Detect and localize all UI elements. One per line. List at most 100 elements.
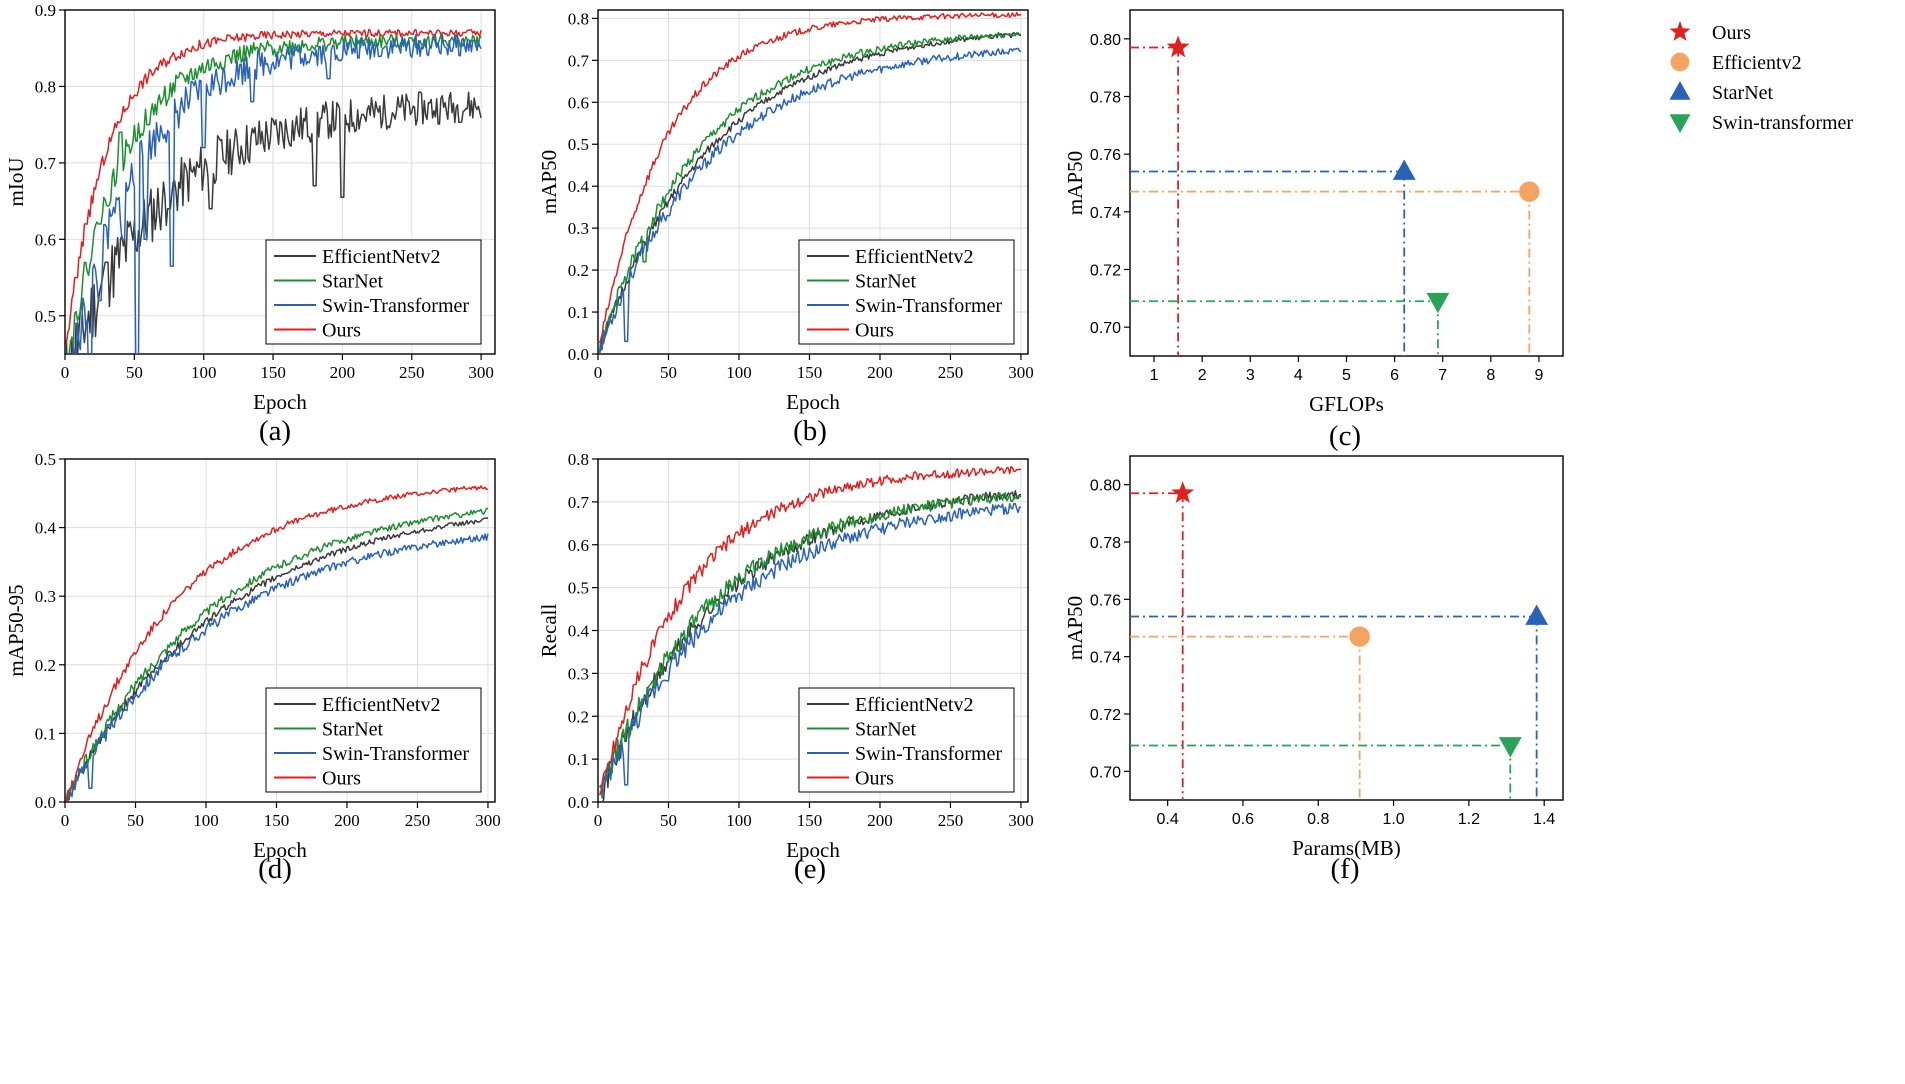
- x-tick-label: 2: [1198, 367, 1207, 384]
- y-tick-label: 0.9: [35, 1, 56, 20]
- point-efficientv2: [1349, 626, 1370, 647]
- y-tick-label: 0.74: [1090, 650, 1121, 667]
- panel-label: (b): [793, 415, 827, 447]
- legend-label: Swin-transformer: [1712, 112, 1853, 134]
- y-tick-label: 0.7: [568, 51, 590, 70]
- y-tick-label: 0.80: [1090, 32, 1121, 49]
- x-tick-label: 4: [1294, 367, 1303, 384]
- y-axis-label: mAP50: [1063, 596, 1087, 660]
- x-tick-label: 0.6: [1232, 811, 1254, 828]
- x-tick-label: 0: [594, 811, 603, 830]
- legend-label: StarNet: [855, 719, 917, 741]
- point-starnet: [1392, 159, 1416, 180]
- y-tick-label: 0.3: [35, 587, 56, 606]
- legend-label: StarNet: [322, 719, 384, 741]
- series-line-ours: [598, 11, 1022, 344]
- series-line-efficientnetv2: [598, 32, 1022, 353]
- x-tick-label: 1: [1150, 367, 1159, 384]
- legend-label: StarNet: [855, 271, 917, 293]
- legend-label: Swin-Transformer: [855, 295, 1002, 317]
- x-tick-label: 300: [468, 363, 494, 382]
- x-tick-label: 200: [867, 811, 893, 830]
- y-tick-label: 0.78: [1090, 535, 1121, 552]
- y-tick-label: 0.4: [568, 622, 590, 641]
- legend-label: Ours: [855, 768, 894, 790]
- x-tick-label: 150: [797, 363, 823, 382]
- y-tick-label: 0.2: [568, 707, 589, 726]
- y-tick-label: 0.8: [568, 9, 589, 28]
- x-tick-label: 1.2: [1458, 811, 1480, 828]
- x-tick-label: 3: [1246, 367, 1255, 384]
- legend: Ours Efficientv2 StarNet Swin-transformer: [1669, 21, 1853, 134]
- x-axis-label: Epoch: [786, 390, 840, 414]
- x-tick-label: 300: [1008, 363, 1034, 382]
- x-tick-label: 200: [334, 811, 360, 830]
- y-tick-label: 0.3: [568, 664, 589, 683]
- panel-label: (a): [259, 415, 291, 447]
- series-group: [65, 28, 482, 354]
- plot-frame: [1129, 455, 1564, 801]
- series-line-starnet: [68, 33, 482, 354]
- y-tick-label: 0.5: [568, 579, 589, 598]
- x-tick-label: 300: [475, 811, 501, 830]
- y-tick-label: 0.6: [35, 230, 56, 249]
- chart-a: 0 50 100 150 200 250 300 0.5 0.6 0.7 0.8 0.9 Epoch mI…: [4, 1, 496, 447]
- legend-label: StarNet: [322, 271, 384, 293]
- point-ours: [1171, 481, 1195, 503]
- legend-label: Swin-Transformer: [322, 295, 469, 317]
- x-tick-label: 1.0: [1382, 811, 1404, 828]
- point-swin-transformer: [1426, 292, 1450, 314]
- x-tick-label: 100: [191, 363, 217, 382]
- series-line-swin-transformer: [599, 502, 1021, 795]
- legend-label: Ours: [855, 320, 894, 342]
- legend-label: Ours: [1712, 22, 1751, 44]
- legend-label: Swin-Transformer: [855, 743, 1002, 765]
- y-tick-label: 0.0: [35, 793, 56, 812]
- series-group: [65, 485, 489, 802]
- series-line-ours: [65, 28, 482, 344]
- legend-label: Ours: [322, 320, 361, 342]
- y-tick-label: 0.74: [1090, 205, 1121, 222]
- y-tick-label: 0.7: [35, 154, 57, 173]
- legend-label: EfficientNetv2: [322, 246, 440, 268]
- panel-label: (f): [1331, 853, 1360, 885]
- x-tick-label: 0.4: [1157, 811, 1179, 828]
- series-line-starnet: [598, 492, 1022, 799]
- legend-marker: [1669, 114, 1691, 133]
- x-tick-label: 0.8: [1307, 811, 1329, 828]
- y-tick-label: 0.72: [1090, 263, 1121, 280]
- legend-box: [798, 239, 1015, 345]
- legend-label: Ours: [322, 768, 361, 790]
- y-tick-label: 0.3: [568, 219, 589, 238]
- plot-frame: [1129, 9, 1564, 357]
- y-tick-label: 0.4: [35, 519, 57, 538]
- y-tick-label: 0.2: [568, 261, 589, 280]
- x-tick-label: 6: [1390, 367, 1399, 384]
- series-group: [598, 465, 1022, 802]
- x-tick-label: 8: [1486, 367, 1495, 384]
- legend-box: [798, 687, 1015, 793]
- series-line-swin-transformer: [65, 533, 489, 802]
- legend-label: EfficientNetv2: [855, 246, 973, 268]
- y-tick-label: 0.1: [35, 724, 56, 743]
- legend-box: [265, 687, 482, 793]
- y-tick-label: 0.72: [1090, 707, 1121, 724]
- legend-marker: [1669, 81, 1691, 100]
- x-tick-label: 300: [1008, 811, 1034, 830]
- y-tick-label: 0.7: [568, 493, 590, 512]
- y-tick-label: 0.70: [1090, 320, 1121, 337]
- point-ours: [1166, 35, 1190, 58]
- y-tick-label: 0.76: [1090, 592, 1121, 609]
- chart-e: 0 50 100 150 200 250 300 0.0 0.1 0.2 0.3 0.4 0.5 0.6 0…: [537, 450, 1034, 885]
- series-line-swin-transformer: [72, 33, 482, 354]
- point-swin-transformer: [1498, 737, 1522, 758]
- chart-f: 0.4 0.6 0.8 1.0 1.2 1.4 0.70 0.72 0.74 0.76 0.78 0.…: [1063, 455, 1564, 885]
- plot-frame: [64, 458, 496, 803]
- panel-label: (c): [1329, 420, 1361, 452]
- x-tick-label: 150: [264, 811, 290, 830]
- y-tick-label: 0.0: [568, 793, 589, 812]
